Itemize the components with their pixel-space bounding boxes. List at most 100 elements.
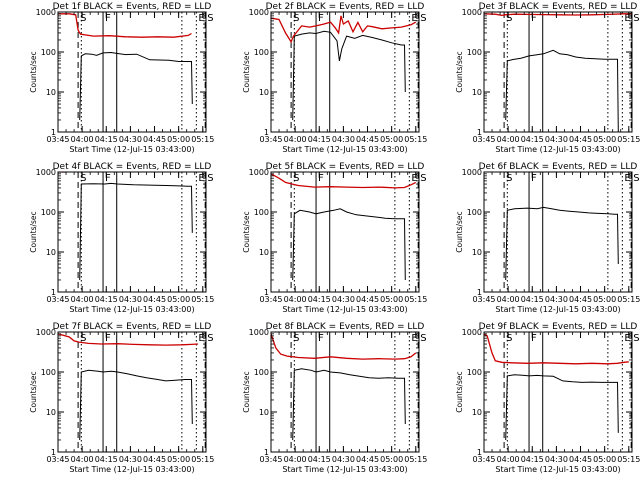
event-marker-label: F xyxy=(318,13,324,24)
x-tick-label: 03:45 xyxy=(472,295,495,304)
y-tick-label: 1000 xyxy=(36,8,56,17)
y-tick-label: 10 xyxy=(259,88,269,97)
x-tick-label: 04:30 xyxy=(119,295,142,304)
event-marker-label: S xyxy=(293,173,299,184)
panel-title: Det 7f BLACK = Events, RED = LLD xyxy=(53,322,212,332)
x-tick-label: 04:15 xyxy=(308,455,331,464)
x-tick-label: 05:15 xyxy=(404,135,427,144)
x-axis-label: Start Time (12-Jul-15 03:43:00) xyxy=(495,465,620,474)
event-marker-label: F xyxy=(105,333,111,344)
y-tick-label: 10 xyxy=(472,88,482,97)
series-events-line xyxy=(505,49,619,132)
x-tick-label: 05:15 xyxy=(191,135,214,144)
y-tick-label: 100 xyxy=(41,208,56,217)
x-tick-label: 04:45 xyxy=(569,135,592,144)
x-tick-label: 05:15 xyxy=(617,455,640,464)
y-axis-label: Counts/sec xyxy=(29,51,38,92)
plot-frame xyxy=(57,171,207,293)
y-tick-label: 10 xyxy=(259,408,269,417)
y-tick-label: 1000 xyxy=(462,8,482,17)
x-tick-label: 04:15 xyxy=(308,295,331,304)
event-marker-label: S xyxy=(207,333,213,344)
y-tick-label: 100 xyxy=(41,48,56,57)
series-lld-line xyxy=(484,333,629,365)
y-tick-label: 1 xyxy=(264,448,269,457)
x-tick-label: 05:15 xyxy=(617,135,640,144)
x-tick-label: 04:15 xyxy=(521,295,544,304)
y-tick-label: 10 xyxy=(472,408,482,417)
panel-title: Det 1f BLACK = Events, RED = LLD xyxy=(53,2,212,12)
x-tick-label: 04:30 xyxy=(545,455,568,464)
y-tick-label: 10 xyxy=(46,408,56,417)
event-marker-label: F xyxy=(531,173,537,184)
x-tick-label: 04:15 xyxy=(521,455,544,464)
y-axis-label: Counts/sec xyxy=(455,51,464,92)
x-tick-label: 04:00 xyxy=(497,135,520,144)
event-marker-label: S xyxy=(633,13,639,24)
y-tick-label: 10 xyxy=(259,248,269,257)
y-tick-label: 10 xyxy=(46,248,56,257)
x-axis-label: Start Time (12-Jul-15 03:43:00) xyxy=(495,305,620,314)
x-axis-label: Start Time (12-Jul-15 03:43:00) xyxy=(69,305,194,314)
event-marker-label: S xyxy=(207,13,213,24)
plot-frame xyxy=(270,11,420,133)
x-tick-label: 04:00 xyxy=(497,455,520,464)
x-tick-label: 03:45 xyxy=(259,135,282,144)
x-tick-label: 04:45 xyxy=(143,135,166,144)
series-events-line xyxy=(292,208,406,281)
y-axis-label: Counts/sec xyxy=(242,211,251,252)
x-tick-label: 03:45 xyxy=(46,135,69,144)
x-tick-label: 05:00 xyxy=(593,295,616,304)
x-tick-label: 05:15 xyxy=(404,455,427,464)
event-marker-label: S xyxy=(420,333,426,344)
event-marker-label: F xyxy=(531,13,537,24)
y-axis-label: Counts/sec xyxy=(242,371,251,412)
y-tick-label: 100 xyxy=(254,368,269,377)
x-tick-label: 04:30 xyxy=(119,135,142,144)
event-marker-label: E xyxy=(198,173,204,184)
plot-frame xyxy=(483,171,633,293)
event-marker-label: S xyxy=(293,13,299,24)
event-marker-label: S xyxy=(506,333,512,344)
y-tick-label: 10 xyxy=(46,88,56,97)
x-tick-label: 03:45 xyxy=(472,455,495,464)
panel-title: Det 8f BLACK = Events, RED = LLD xyxy=(266,322,425,332)
event-marker-label: S xyxy=(293,333,299,344)
event-marker-label: S xyxy=(633,173,639,184)
x-axis-label: Start Time (12-Jul-15 03:43:00) xyxy=(282,465,407,474)
x-tick-label: 05:15 xyxy=(191,295,214,304)
event-marker-label: S xyxy=(420,13,426,24)
series-events-line xyxy=(292,30,406,121)
x-tick-label: 03:45 xyxy=(259,455,282,464)
series-lld-line xyxy=(58,13,192,38)
plot-frame xyxy=(57,11,207,133)
event-marker-label: S xyxy=(506,13,512,24)
y-tick-label: 100 xyxy=(254,208,269,217)
x-tick-label: 04:00 xyxy=(71,135,94,144)
y-axis-label: Counts/sec xyxy=(29,371,38,412)
x-tick-label: 04:45 xyxy=(569,295,592,304)
event-marker-label: F xyxy=(105,13,111,24)
y-tick-label: 10 xyxy=(472,248,482,257)
x-tick-label: 04:15 xyxy=(95,135,118,144)
x-tick-label: 05:15 xyxy=(191,455,214,464)
event-marker-label: E xyxy=(411,13,417,24)
x-tick-label: 04:15 xyxy=(95,295,118,304)
series-events-line xyxy=(292,368,406,441)
x-tick-label: 05:00 xyxy=(593,455,616,464)
x-tick-label: 04:45 xyxy=(569,455,592,464)
y-tick-label: 1000 xyxy=(249,168,269,177)
y-tick-label: 100 xyxy=(467,368,482,377)
series-events-line xyxy=(79,369,193,441)
y-tick-label: 100 xyxy=(467,208,482,217)
x-tick-label: 04:15 xyxy=(521,135,544,144)
y-axis-label: Counts/sec xyxy=(455,371,464,412)
x-tick-label: 05:00 xyxy=(167,135,190,144)
x-tick-label: 05:00 xyxy=(167,295,190,304)
event-marker-label: F xyxy=(105,173,111,184)
y-tick-label: 1000 xyxy=(36,168,56,177)
series-lld-line xyxy=(271,333,417,360)
